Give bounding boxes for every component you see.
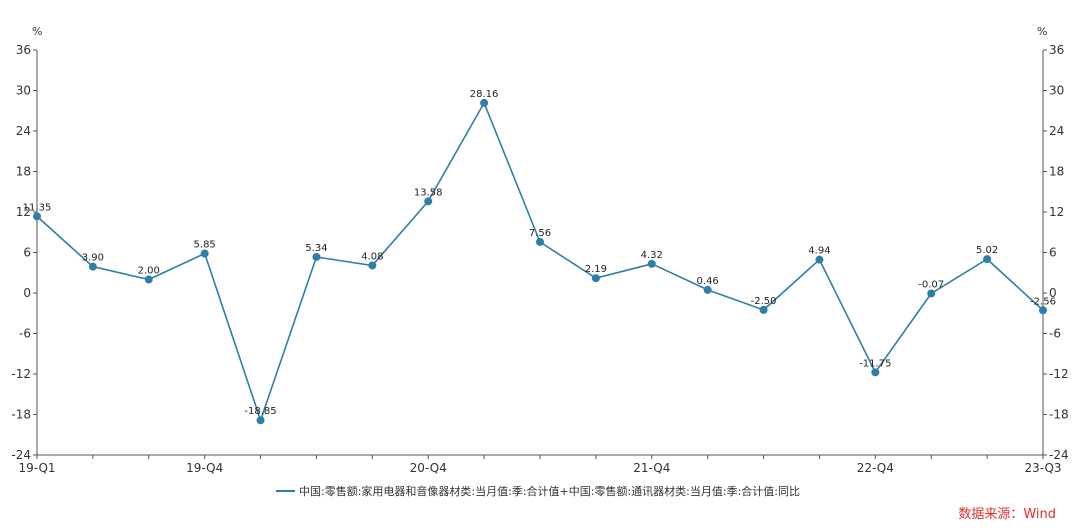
y-tick-label-right: 0 [1049,286,1057,300]
data-point [256,416,265,425]
series-line [36,101,1044,423]
point-layer [33,98,1047,425]
data-label: 11.35 [23,202,52,213]
data-point [200,249,209,258]
data-label: 4.94 [808,246,830,257]
data-label: 3.90 [82,253,104,264]
y-tick-label-right: -18 [1049,408,1069,422]
legend: 中国:零售额:家用电器和音像器材类:当月值:季:合计值+中国:零售额:通讯器材类… [276,484,800,498]
data-label: 7.56 [529,228,551,239]
x-tick-label: 20-Q4 [410,461,447,475]
data-label: 4.32 [641,250,663,261]
y-tick-label-right: 36 [1049,43,1064,57]
data-point [368,261,377,270]
data-point [983,255,992,264]
y-tick-label-right: -24 [1049,448,1069,462]
y-tick-label-left: 24 [16,124,31,138]
data-label: 4.08 [361,251,383,262]
y-tick-label-left: -24 [11,448,31,462]
y-tick-label-left: -6 [19,327,31,341]
source-note: 数据来源：Wind [958,507,1056,522]
data-point [815,255,824,264]
y-tick-label-right: 6 [1049,246,1057,260]
data-label: -0.07 [918,279,944,290]
data-label: -2.50 [751,296,777,307]
y-ticks-left: 36 30 24 18 12 6 0 -6 -12 -18 -24 [11,43,37,462]
y-unit-left: % [32,25,42,38]
data-point [871,368,880,377]
x-tick-label: 23-Q3 [1024,461,1061,475]
data-point [703,285,712,294]
data-label: -11.75 [859,358,891,369]
y-tick-label-right: -6 [1049,327,1061,341]
y-tick-label-right: 12 [1049,205,1064,219]
x-tick-label: 22-Q4 [857,461,894,475]
data-point [1039,306,1047,315]
y-tick-label-left: 18 [16,165,31,179]
data-point [536,237,544,246]
y-unit-right: % [1037,25,1047,38]
y-tick-label-left: 6 [23,246,31,260]
data-label: 13.58 [414,187,443,198]
data-point [927,289,936,298]
data-label: 2.19 [585,264,607,275]
data-label: -18.85 [244,406,276,417]
data-label: 5.02 [976,245,998,256]
y-tick-label-left: -12 [11,367,31,381]
data-label: -2.56 [1030,296,1056,307]
data-point [480,98,489,107]
x-tick-label: 21-Q4 [633,461,670,475]
y-tick-label-right: 30 [1049,84,1064,98]
data-point [591,274,600,283]
data-point [647,259,656,268]
data-label: 28.16 [470,89,499,100]
x-tick-label: 19-Q1 [18,461,55,475]
data-label: 5.85 [194,240,216,251]
series-layer [36,101,1044,423]
y-tick-label-left: 0 [23,286,31,300]
y-tick-label-right: -12 [1049,367,1069,381]
y-tick-label-left: 12 [16,205,31,219]
data-label-layer: 11.35 3.90 2.00 5.85 -18.85 5.34 4.08 13.58 28.1… [23,89,1056,417]
data-label: 5.34 [305,243,327,254]
x-ticks: 19-Q1 19-Q4 20-Q4 21-Q4 22-Q4 23-Q3 [18,455,1062,475]
data-label: 0.46 [697,276,719,287]
y-tick-label-left: 36 [16,43,31,57]
legend-label: 中国:零售额:家用电器和音像器材类:当月值:季:合计值+中国:零售额:通讯器材类… [299,484,800,498]
data-point [424,197,433,206]
x-tick-label: 19-Q4 [186,461,223,475]
data-point [312,252,321,261]
data-point [88,262,97,271]
y-tick-label-right: 24 [1049,124,1064,138]
data-point [144,275,153,284]
data-point [759,305,768,314]
y-tick-label-left: -18 [11,408,31,422]
y-tick-label-right: 18 [1049,165,1064,179]
data-label: 2.00 [138,266,160,277]
y-ticks-right: 36 30 24 18 12 6 0 -6 -12 -18 -24 [1043,43,1069,462]
data-point [33,212,41,221]
y-tick-label-left: 30 [16,84,31,98]
